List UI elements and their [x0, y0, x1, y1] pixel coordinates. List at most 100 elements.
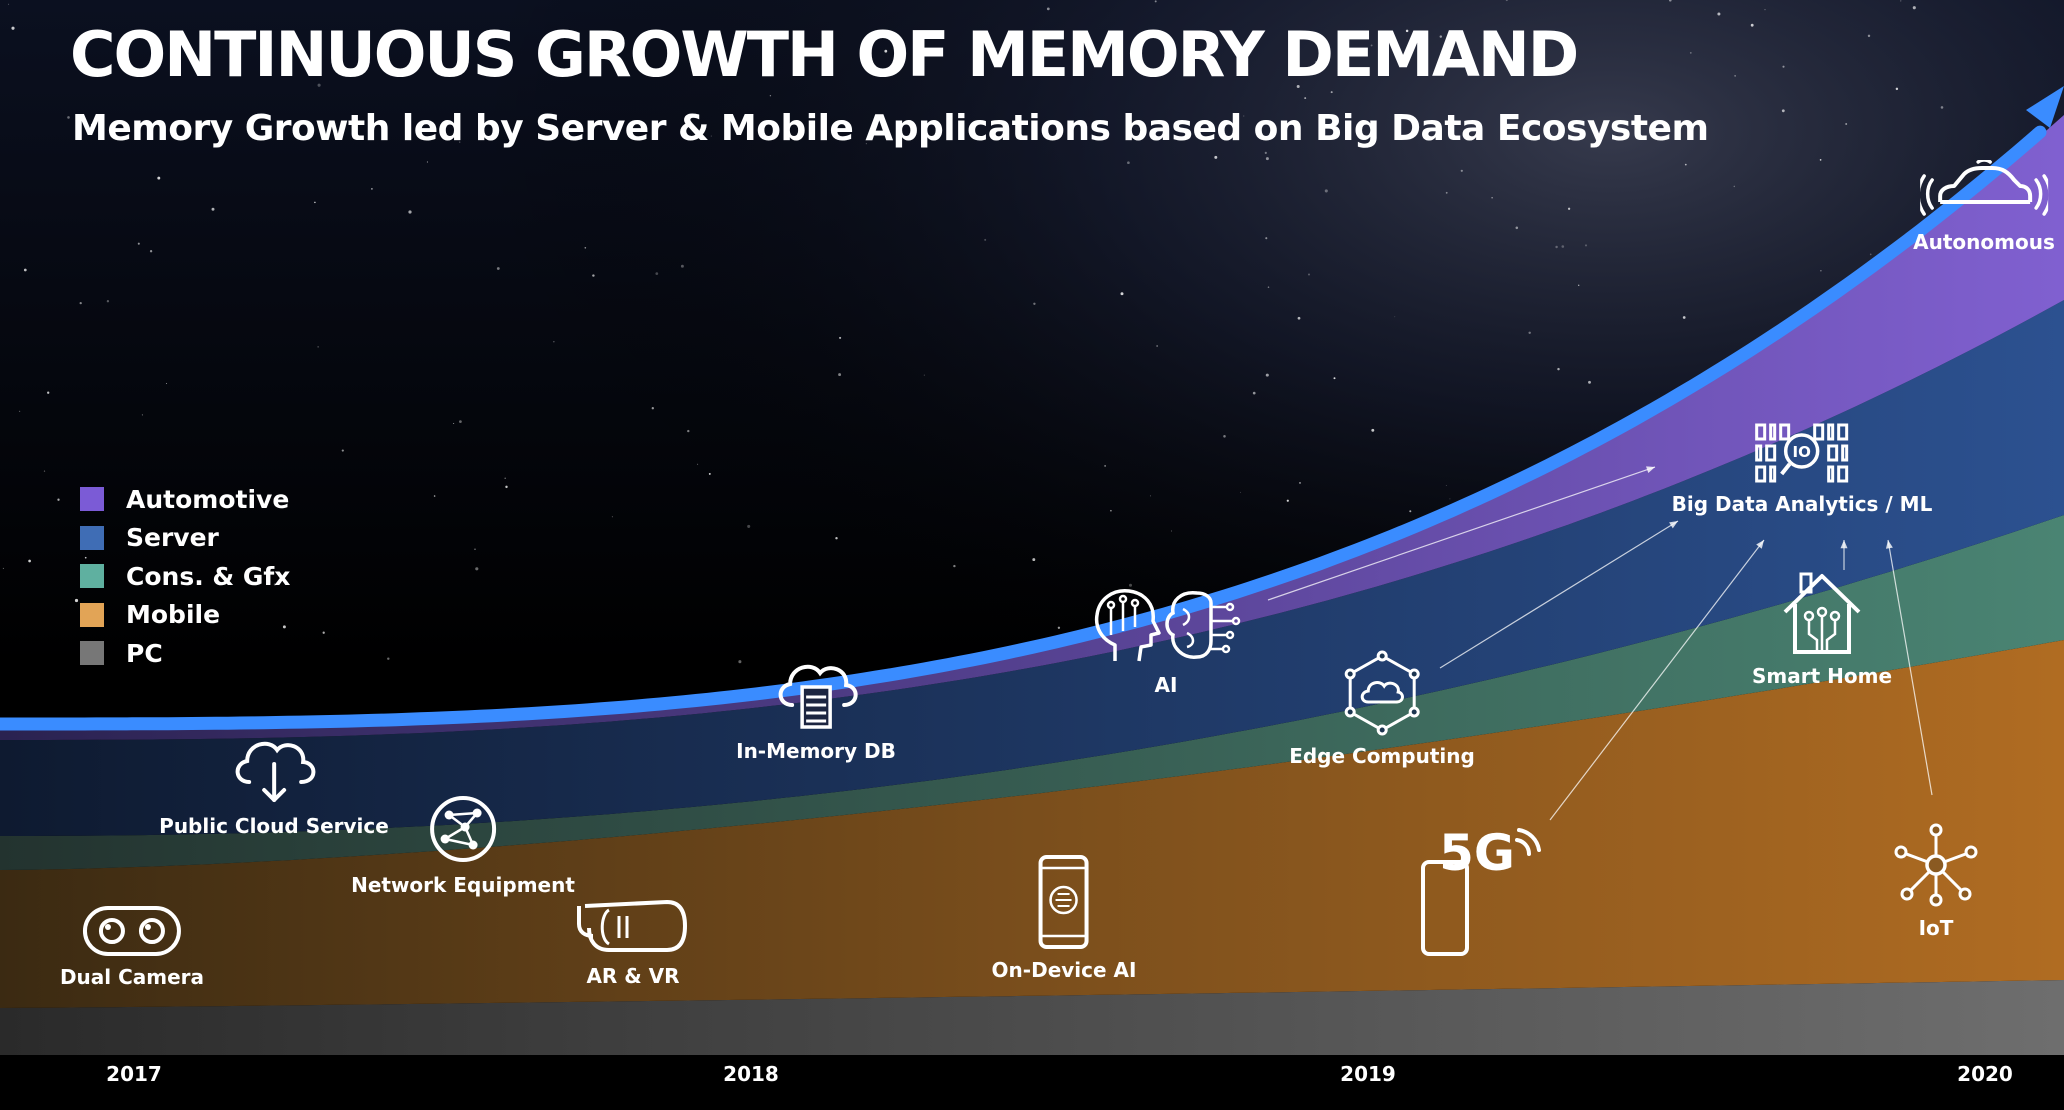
star — [1491, 197, 1493, 199]
star — [426, 161, 428, 163]
star — [134, 493, 137, 496]
star — [1371, 428, 1375, 432]
big-data-icon: IO — [1755, 423, 1849, 483]
x-tick-2017: 2017 — [106, 1062, 162, 1086]
star — [43, 470, 46, 472]
star — [1154, 0, 1157, 3]
trend-arrowhead — [2026, 86, 2064, 128]
star — [1900, 0, 1902, 2]
star — [1733, 185, 1736, 188]
star — [1046, 7, 1050, 11]
legend-swatch-mobile — [80, 602, 104, 627]
star — [1557, 367, 1560, 371]
star — [1439, 35, 1443, 38]
star — [106, 300, 110, 303]
x-tick-2020: 2020 — [1957, 1062, 2013, 1086]
star — [1267, 286, 1270, 288]
ai-brain-icon — [1094, 589, 1241, 662]
star — [28, 559, 31, 563]
star — [1324, 189, 1328, 193]
star — [1296, 85, 1300, 88]
star — [1149, 495, 1151, 497]
cloud-database-icon — [778, 664, 858, 729]
star — [273, 583, 277, 586]
star — [1460, 169, 1463, 172]
star — [67, 116, 70, 119]
edge-computing-icon — [1344, 650, 1420, 736]
x-axis-strip — [0, 1055, 2064, 1110]
star — [1567, 207, 1571, 210]
star — [474, 548, 476, 550]
star — [1409, 510, 1412, 513]
app-in-memory-db: In-Memory DB — [736, 657, 896, 763]
star — [1265, 237, 1268, 240]
star — [1240, 491, 1242, 493]
legend-item-cons-gfx: Cons. & Gfx — [80, 557, 290, 596]
legend-item-pc: PC — [80, 634, 290, 673]
legend-label-server: Server — [126, 523, 219, 553]
star — [651, 407, 654, 410]
star — [166, 383, 168, 385]
star — [697, 463, 699, 465]
connector-arrow — [1549, 539, 1765, 821]
star — [1869, 253, 1872, 256]
star — [1405, 29, 1409, 33]
star — [11, 26, 15, 30]
star — [1308, 273, 1310, 276]
star — [211, 207, 215, 211]
star — [865, 143, 867, 145]
x-tick-2018: 2018 — [723, 1062, 779, 1086]
star — [1669, 0, 1672, 2]
star — [137, 242, 140, 245]
star — [1264, 151, 1267, 154]
star — [475, 567, 479, 571]
star — [680, 264, 684, 268]
x-tick-2019: 2019 — [1340, 1062, 1396, 1086]
star — [611, 516, 613, 518]
star — [322, 631, 325, 634]
star — [496, 267, 500, 270]
star — [1764, 9, 1766, 11]
star — [1243, 115, 1245, 117]
star — [1782, 65, 1785, 68]
star — [459, 141, 461, 143]
star — [317, 346, 319, 348]
app-label-public-cloud-service: Public Cloud Service — [159, 814, 389, 838]
star — [2, 567, 4, 569]
star — [1750, 23, 1754, 27]
star — [1940, 106, 1944, 109]
5g-badge-text: 5G — [1439, 826, 1515, 882]
app-ai: AI — [1091, 587, 1241, 697]
vr-headset-icon — [577, 900, 687, 952]
5g-phone-icon: 5G — [1421, 826, 1541, 956]
legend-item-server: Server — [80, 519, 290, 558]
star — [1299, 482, 1301, 484]
star — [1297, 316, 1301, 320]
star — [1449, 498, 1451, 500]
star — [884, 49, 888, 53]
app-label-on-device-ai: On-Device AI — [991, 958, 1137, 982]
star — [1867, 34, 1871, 38]
app-label-big-data-analytics-ml: Big Data Analytics / ML — [1671, 492, 1933, 516]
star — [1584, 244, 1588, 247]
star — [1555, 245, 1558, 249]
connector-arrow — [1267, 466, 1656, 601]
legend-label-cons-gfx: Cons. & Gfx — [126, 561, 291, 591]
legend-swatch-cons-gfx — [80, 564, 104, 589]
app-label-smart-home: Smart Home — [1751, 664, 1893, 688]
star — [177, 72, 180, 75]
star — [1330, 91, 1333, 94]
legend-label-automotive: Automotive — [126, 484, 290, 514]
star — [141, 414, 143, 416]
app-dual-camera: Dual Camera — [60, 905, 204, 989]
star — [314, 201, 316, 204]
star — [1171, 530, 1172, 532]
star — [341, 449, 344, 452]
smart-home-icon — [1783, 572, 1861, 654]
star — [1304, 97, 1307, 100]
star — [923, 374, 925, 376]
app-public-cloud-service: Public Cloud Service — [159, 730, 389, 838]
star — [1912, 6, 1916, 10]
star — [1578, 284, 1580, 286]
star — [282, 625, 286, 629]
